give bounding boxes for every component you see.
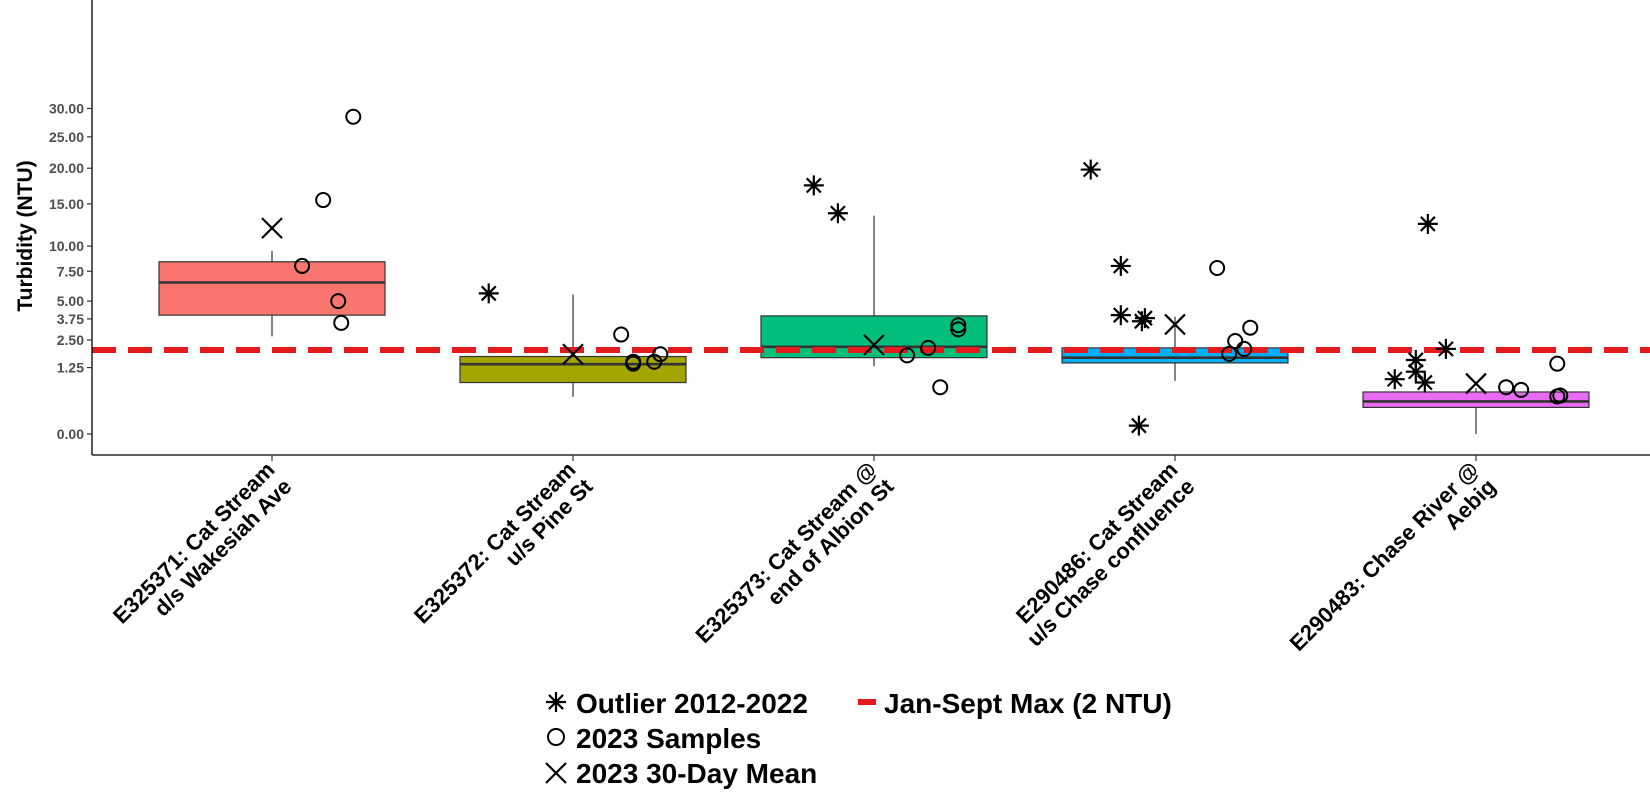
outlier-point	[1131, 311, 1152, 332]
outlier-point	[1384, 369, 1405, 390]
sample-point	[1227, 332, 1244, 349]
sample-point	[330, 293, 347, 310]
y-axis-title: Turbidity (NTU)	[14, 160, 37, 311]
plot-area	[92, 108, 1650, 436]
x-tick-label: E325372: Cat Streamu/s Pine St	[409, 456, 598, 645]
legend-circle-symbol	[547, 728, 565, 746]
sample-point	[899, 347, 916, 364]
y-tick-label: 3.75	[57, 311, 84, 327]
outlier-point	[827, 203, 848, 224]
outlier-point	[1405, 361, 1426, 382]
legend: Outlier 2012-2022 Jan-Sept Max (2 NTU) 2…	[545, 688, 1172, 789]
y-tick-label: 1.25	[57, 360, 84, 376]
outlier-point	[1417, 213, 1438, 234]
sample-point	[1498, 379, 1515, 396]
sample-point	[1221, 345, 1238, 362]
x-tick-label: E290486: Cat Streamu/s Chase confluence	[1005, 457, 1200, 652]
sample-point	[1513, 381, 1530, 398]
outlier-point	[1110, 255, 1131, 276]
outlier-point	[1414, 372, 1435, 393]
y-tick-label: 0.00	[57, 426, 84, 442]
legend-item-outlier: Outlier 2012-2022	[546, 688, 808, 719]
legend-label-samples: 2023 Samples	[576, 723, 761, 754]
outlier-point	[803, 175, 824, 196]
y-tick-label: 30.00	[49, 101, 84, 117]
legend-label-reference-line: Jan-Sept Max (2 NTU)	[884, 688, 1172, 719]
y-tick-label: 2.50	[57, 332, 84, 348]
outlier-point	[1110, 305, 1131, 326]
y-tick-label: 7.50	[57, 263, 84, 279]
mean-point	[261, 217, 283, 239]
legend-asterisk-symbol	[546, 692, 566, 712]
sample-point	[613, 326, 630, 343]
y-tick-label: 10.00	[49, 238, 84, 254]
box-body	[1362, 391, 1590, 409]
sample-point	[625, 355, 642, 372]
sample-point	[950, 317, 967, 334]
sample-point	[315, 192, 332, 209]
legend-item-reference-line: Jan-Sept Max (2 NTU)	[858, 688, 1172, 719]
sample-point	[345, 108, 362, 125]
box-1	[158, 250, 386, 337]
sample-point	[652, 346, 669, 363]
y-tick-label: 5.00	[57, 293, 84, 309]
mean-point	[863, 334, 885, 356]
outlier-point	[478, 283, 499, 304]
sample-point	[1209, 260, 1226, 277]
sample-point	[932, 379, 949, 396]
outlier-point	[1435, 338, 1456, 359]
y-tick-label: 15.00	[49, 196, 84, 212]
asterisk-glyph	[546, 692, 566, 712]
x-tick-label: E290483: Chase River @Aebig	[1285, 457, 1501, 673]
box-5	[1362, 387, 1590, 434]
outlier-point	[1128, 415, 1149, 436]
box-2	[459, 294, 687, 397]
sample-point	[333, 314, 350, 331]
sample-point	[294, 257, 311, 274]
sample-point	[1552, 387, 1569, 404]
legend-label-mean: 2023 30-Day Mean	[576, 758, 817, 789]
legend-item-samples: 2023 Samples	[547, 723, 761, 754]
sample-point	[1549, 355, 1566, 372]
box-body	[459, 355, 687, 384]
mean-point	[1465, 372, 1487, 395]
box-body	[158, 261, 386, 316]
sample-point	[1242, 319, 1259, 336]
outlier-point	[1080, 159, 1101, 180]
mean-point	[562, 343, 584, 366]
sample-point	[920, 339, 937, 356]
y-tick-label: 20.00	[49, 160, 84, 176]
y-tick-label: 25.00	[49, 129, 84, 145]
legend-item-mean: 2023 30-Day Mean	[545, 758, 817, 789]
legend-cross-symbol	[545, 762, 567, 784]
sample-point	[950, 321, 967, 338]
x-tick-label: E325373: Cat Stream @end of Albion St	[690, 456, 899, 665]
sample-point	[1236, 340, 1253, 357]
cross-glyph	[545, 762, 567, 784]
x-tick-label: E325371: Cat Streamd/s Wakesiah Ave	[108, 457, 297, 646]
mean-point	[1164, 313, 1186, 336]
legend-label-outlier: Outlier 2012-2022	[576, 688, 808, 719]
